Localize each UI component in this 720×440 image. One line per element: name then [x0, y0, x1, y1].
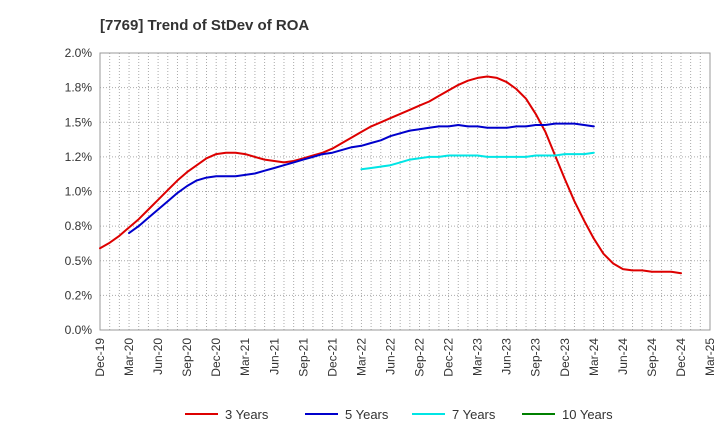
grid-lines — [100, 53, 710, 330]
x-tick-label: Dec-21 — [325, 338, 339, 377]
y-tick-label: 1.2% — [65, 150, 93, 164]
y-tick-label: 0.0% — [65, 323, 93, 337]
x-tick-label: Mar-22 — [354, 338, 368, 376]
series-line — [360, 151, 595, 171]
x-tick-label: Jun-24 — [616, 338, 630, 375]
x-tick-label: Jun-20 — [151, 338, 165, 375]
legend-label: 7 Years — [452, 407, 496, 422]
y-tick-label: 0.2% — [65, 288, 93, 302]
x-tick-label: Sep-24 — [645, 338, 659, 377]
y-tick-label: 2.0% — [65, 46, 93, 60]
legend-label: 3 Years — [225, 407, 269, 422]
legend-label: 10 Years — [562, 407, 613, 422]
x-tick-label: Mar-25 — [703, 338, 717, 376]
x-tick-label: Sep-22 — [413, 338, 427, 377]
series-line — [99, 75, 682, 275]
series-lines — [99, 75, 682, 275]
x-tick-label: Dec-24 — [674, 338, 688, 377]
x-tick-label: Dec-19 — [93, 338, 107, 377]
legend: 3 Years 5 Years 7 Years 10 Years — [185, 407, 613, 422]
legend-label: 5 Years — [345, 407, 389, 422]
x-tick-label: Dec-22 — [442, 338, 456, 377]
x-tick-label: Jun-21 — [267, 338, 281, 375]
x-tick-label: Sep-23 — [529, 338, 543, 377]
x-tick-label: Mar-24 — [587, 338, 601, 376]
y-tick-label: 1.0% — [65, 185, 93, 199]
x-tick-label: Mar-21 — [238, 338, 252, 376]
x-tick-label: Dec-20 — [209, 338, 223, 377]
y-tick-label: 1.8% — [65, 81, 93, 95]
x-axis: Dec-19 Mar-20 Jun-20 Sep-20 Dec-20 Mar-21 Jun-… — [93, 338, 717, 377]
chart-title: [7769] Trend of StDev of ROA — [100, 17, 309, 34]
plot-frame — [99, 52, 711, 331]
y-axis: 0.0% 0.2% 0.5% 0.8% 1.0% 1.2% 1.5% 1.8% 2.0% — [65, 46, 93, 337]
series-line — [128, 122, 595, 235]
y-tick-label: 0.5% — [65, 254, 93, 268]
x-tick-label: Jun-23 — [500, 338, 514, 375]
x-tick-label: Dec-23 — [558, 338, 572, 377]
y-tick-label: 1.5% — [65, 115, 93, 129]
x-tick-label: Sep-20 — [180, 338, 194, 377]
y-tick-label: 0.8% — [65, 219, 93, 233]
x-tick-label: Jun-22 — [383, 338, 397, 375]
x-tick-label: Mar-20 — [122, 338, 136, 376]
x-tick-label: Sep-21 — [296, 338, 310, 377]
x-tick-label: Mar-23 — [471, 338, 485, 376]
